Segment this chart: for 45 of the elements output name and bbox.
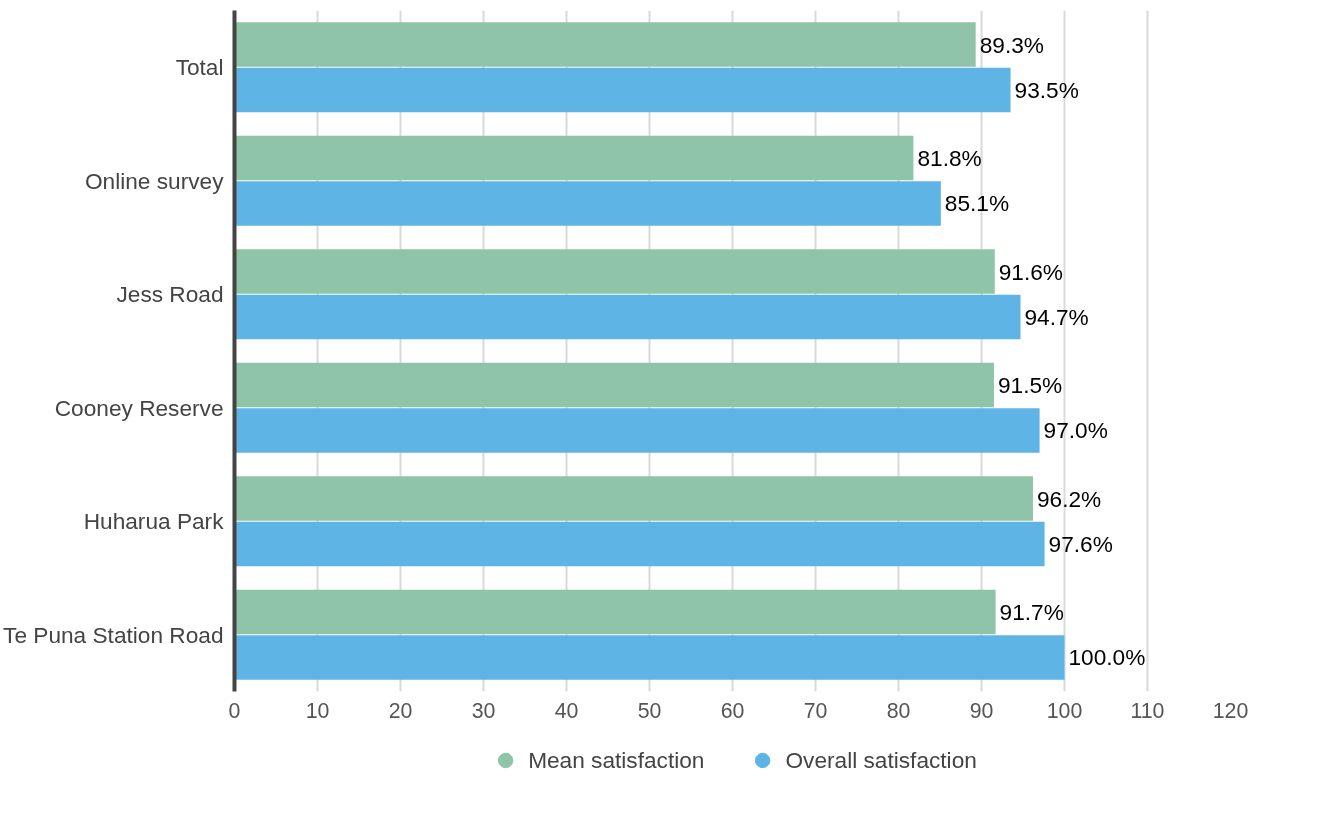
bar (234, 408, 1040, 453)
data-label: 93.5% (1014, 76, 1079, 103)
data-label: 81.8% (917, 145, 982, 172)
data-label: 85.1% (944, 190, 1010, 217)
data-label: 89.3% (979, 31, 1044, 58)
y-tick-label: Total (175, 54, 224, 81)
x-tick-label: 30 (471, 698, 496, 723)
legend-label: Mean satisfaction (528, 746, 705, 774)
bar (234, 521, 1045, 567)
data-label: 97.6% (1048, 530, 1113, 557)
data-label: 97.0% (1043, 417, 1108, 444)
x-tick-label: 60 (720, 698, 745, 723)
y-tick-label: Jess Road (116, 281, 224, 308)
x-tick-label: 70 (803, 698, 828, 723)
bar (234, 362, 994, 408)
bar (234, 294, 1021, 340)
x-tick-label: 10 (305, 698, 330, 723)
x-tick-label: 100 (1046, 698, 1083, 723)
legend-label: Overall satisfaction (785, 746, 977, 774)
x-tick-label: 0 (228, 698, 241, 723)
y-tick-label: Cooney Reserve (54, 394, 224, 421)
x-tick-label: 50 (637, 698, 662, 723)
bar (234, 635, 1065, 680)
data-label: 91.5% (997, 372, 1063, 399)
bar (234, 249, 995, 294)
data-label: 100.0% (1068, 644, 1146, 671)
x-tick-label: 120 (1212, 698, 1249, 723)
x-tick-label: 90 (969, 698, 994, 723)
data-label: 96.2% (1036, 485, 1102, 512)
bar (234, 22, 976, 67)
bar (234, 135, 914, 181)
x-tick-label: 20 (388, 698, 413, 723)
x-tick-label: 110 (1130, 698, 1165, 723)
x-tick-label: 40 (554, 698, 579, 723)
y-tick-label: Online survey (84, 167, 225, 194)
bar (234, 181, 941, 226)
y-tick-label: Huharua Park (83, 508, 225, 535)
y-tick-label: Te Puna Station Road (3, 621, 224, 648)
data-label: 94.7% (1024, 303, 1089, 330)
data-label: 91.7% (999, 599, 1064, 626)
bar (234, 589, 996, 635)
data-label: 91.6% (998, 258, 1064, 285)
bar (234, 476, 1033, 521)
bar (234, 67, 1011, 113)
x-tick-label: 80 (886, 698, 911, 723)
